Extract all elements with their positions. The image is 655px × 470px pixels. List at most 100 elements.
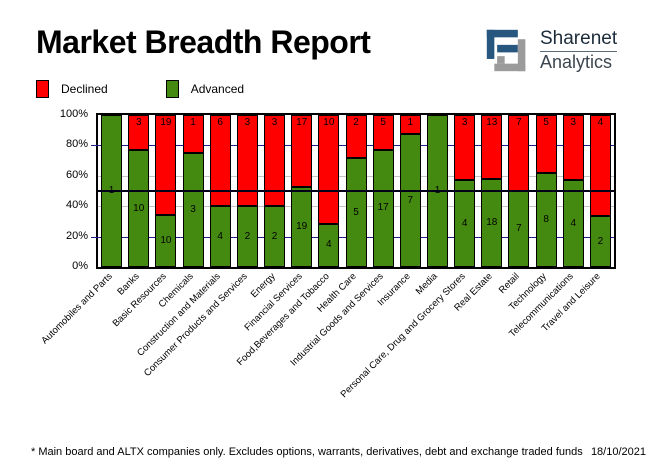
declined-segment: 3 <box>562 115 584 181</box>
advanced-value-label: 5 <box>353 206 359 218</box>
declined-segment: 3 <box>454 115 476 181</box>
logo-text: Sharenet Analytics <box>540 29 618 73</box>
legend-label-advanced: Advanced <box>190 82 245 96</box>
advanced-segment: 10 <box>155 214 177 267</box>
logo-line1: Sharenet <box>540 29 618 53</box>
declined-segment: 1 <box>182 115 204 153</box>
advanced-value-label: 7 <box>516 223 522 234</box>
declined-segment: 10 <box>318 115 340 224</box>
advanced-value-label: 19 <box>296 220 308 232</box>
advanced-value-label: 4 <box>217 230 223 242</box>
declined-segment: 3 <box>236 115 258 207</box>
declined-segment: 5 <box>372 115 394 150</box>
advanced-segment: 2 <box>236 206 258 267</box>
declined-value-label: 1 <box>407 117 414 128</box>
sharenet-logo: Sharenet Analytics <box>484 27 618 74</box>
advanced-segment: 8 <box>535 173 557 267</box>
advanced-segment: 5 <box>345 158 367 267</box>
advanced-value-label: 4 <box>326 239 332 251</box>
declined-value-label: 5 <box>380 117 386 128</box>
advanced-value-label: 7 <box>407 194 414 206</box>
y-axis-label-100pct: 100% <box>59 108 88 120</box>
report-date: 18/10/2021 <box>590 446 646 458</box>
advanced-segment: 4 <box>454 180 476 267</box>
declined-segment: 6 <box>209 115 231 207</box>
legend-item-declined: Declined <box>36 80 108 98</box>
declined-value-label: 17 <box>296 117 308 128</box>
advanced-segment: 7 <box>508 191 530 267</box>
bar-banks: 3 10 <box>128 115 150 267</box>
advanced-segment: 2 <box>589 216 611 267</box>
advanced-segment: 7 <box>399 134 421 267</box>
declined-value-label: 3 <box>461 117 468 128</box>
y-axis-label-40pct: 40% <box>65 199 88 212</box>
legend: Declined Advanced <box>36 80 302 98</box>
advanced-value-label: 10 <box>133 202 145 214</box>
declined-segment: 3 <box>128 115 150 151</box>
declined-value-label: 6 <box>217 117 223 128</box>
declined-value-label: 1 <box>190 117 196 128</box>
declined-value-label: 3 <box>271 117 278 128</box>
declined-segment: 13 <box>481 115 503 179</box>
advanced-value-label: 4 <box>461 217 468 229</box>
declined-value-label: 10 <box>323 117 335 128</box>
fifty-percent-reference-line <box>98 190 614 192</box>
y-axis-label-80pct: 80% <box>65 138 88 151</box>
declined-value-label: 19 <box>160 117 172 128</box>
bar-basic-resources: 19 10 <box>155 115 177 267</box>
advanced-segment: 19 <box>291 186 313 267</box>
advanced-segment: 4 <box>318 223 340 267</box>
declined-segment: 4 <box>589 115 611 217</box>
declined-value-label: 13 <box>486 117 498 128</box>
legend-label-declined: Declined <box>61 82 108 96</box>
y-axis-label-0pct: 0% <box>72 260 88 272</box>
declined-swatch-icon <box>36 80 49 98</box>
declined-segment: 2 <box>345 115 367 159</box>
declined-segment: 5 <box>535 115 557 174</box>
declined-value-label: 3 <box>244 117 251 128</box>
declined-value-label: 2 <box>353 117 359 128</box>
advanced-swatch-icon <box>165 80 179 98</box>
advanced-value-label: 4 <box>570 217 577 229</box>
sharenet-logo-icon <box>486 29 526 72</box>
advanced-value-label: 8 <box>543 214 549 226</box>
plot-area: 1310191013643232171910425517171341318775… <box>91 113 616 269</box>
page-title: Market Breadth Report <box>36 24 371 60</box>
advanced-segment: 17 <box>372 149 394 267</box>
advanced-value-label: 2 <box>597 235 604 247</box>
advanced-segment: 4 <box>562 180 584 267</box>
advanced-segment: 2 <box>264 206 286 267</box>
logo-line2: Analytics <box>540 52 613 73</box>
advanced-segment: 10 <box>128 150 150 267</box>
declined-segment: 17 <box>291 115 313 187</box>
bar-real-estate: 13 18 <box>481 115 503 267</box>
bar-industrial-goods-and-services: 5 17 <box>372 115 394 267</box>
declined-value-label: 3 <box>135 117 142 128</box>
advanced-segment: 18 <box>481 178 503 267</box>
y-axis-label-60pct: 60% <box>65 168 88 181</box>
footnote: * Main board and ALTX companies only. Ex… <box>31 446 583 458</box>
declined-value-label: 7 <box>516 117 522 128</box>
advanced-value-label: 2 <box>271 230 278 242</box>
declined-value-label: 4 <box>597 117 604 128</box>
declined-segment: 7 <box>508 115 530 191</box>
declined-value-label: 5 <box>543 117 549 128</box>
advanced-segment: 3 <box>182 153 204 267</box>
legend-item-advanced: Advanced <box>165 80 245 98</box>
advanced-value-label: 17 <box>377 202 389 214</box>
bar-financial-services: 17 19 <box>291 115 313 267</box>
advanced-value-label: 2 <box>244 230 251 242</box>
advanced-value-label: 10 <box>160 234 172 246</box>
advanced-value-label: 3 <box>190 204 196 215</box>
declined-value-label: 3 <box>570 117 577 128</box>
